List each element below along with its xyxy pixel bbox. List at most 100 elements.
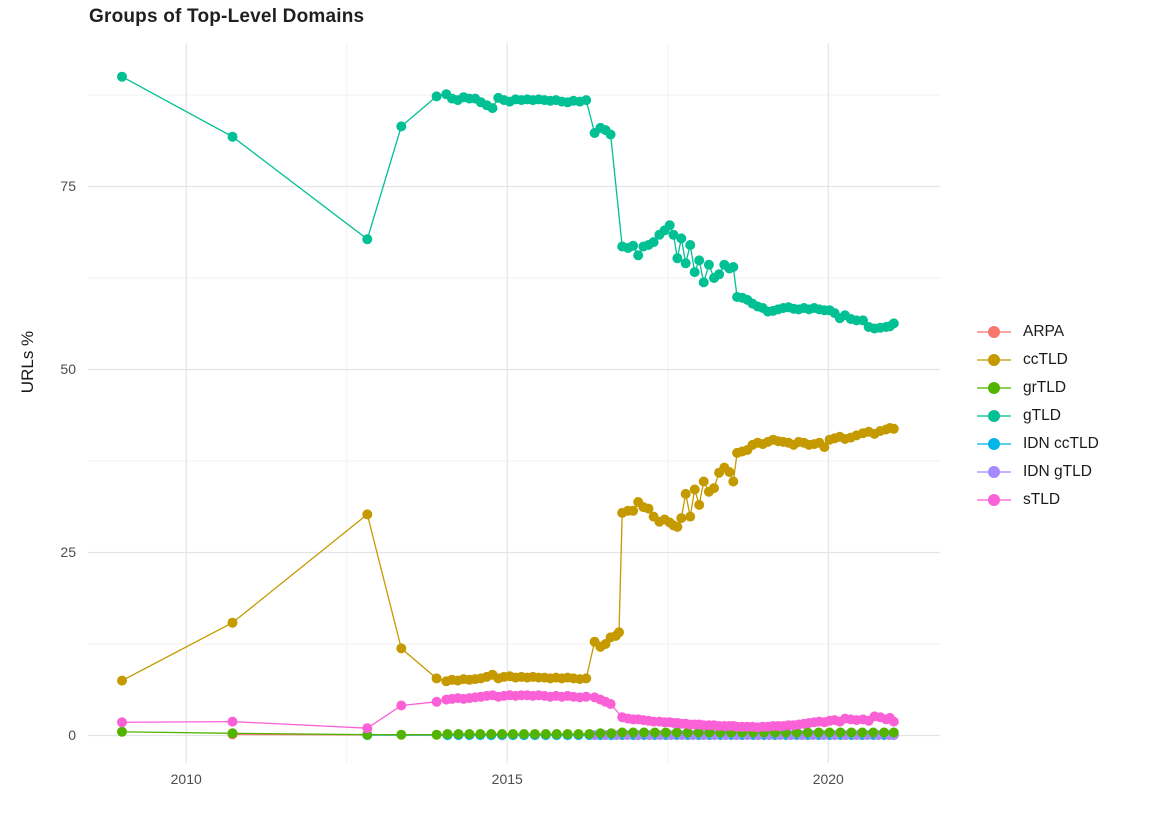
data-point-gtld [396,121,407,132]
data-point-grtld [475,729,486,739]
y-tick-label: 75 [60,178,76,195]
data-point-grtld [562,729,573,739]
legend-dot-icon [988,326,1000,338]
data-point-cctld [689,484,700,495]
legend-dot-icon [988,410,1000,422]
series-line-gtld [121,76,895,330]
legend-key-icon-arpa [977,325,1011,339]
x-tick-label: 2020 [812,771,844,787]
legend-dot-icon [988,494,1000,506]
legend-label: gTLD [1023,407,1061,424]
data-point-cctld [117,675,127,686]
data-point-gtld [689,267,700,278]
data-point-gtld [581,95,592,106]
legend-item-cctld: ccTLD [977,346,1099,374]
legend-key-icon-cctld [977,353,1011,367]
data-point-gtld [664,220,675,231]
data-point-cctld [396,643,407,654]
data-point-grtld [824,727,835,738]
data-point-grtld [431,729,442,740]
data-point-gtld [227,131,238,142]
data-point-gtld [672,253,683,264]
data-point-cctld [819,442,830,453]
legend-item-stld: sTLD [977,486,1099,514]
data-point-gtld [628,240,639,251]
series-line-cctld [121,427,894,682]
legend-dot-icon [988,438,1000,450]
data-point-grtld [649,727,660,738]
data-point-grtld [888,727,899,738]
data-point-gtld [362,234,373,245]
data-point-grtld [857,727,868,738]
data-point-stld [117,717,127,728]
data-point-stld [396,700,407,711]
legend-label: grTLD [1023,379,1067,396]
data-point-grtld [660,727,671,738]
y-tick-label: 25 [60,544,76,561]
data-point-grtld [540,729,551,739]
legend-key-icon-grtld [977,381,1011,395]
data-point-cctld [672,521,683,532]
data-point-grtld [639,727,649,738]
data-point-gtld [117,71,127,82]
legend-label: IDN gTLD [1023,463,1092,480]
data-point-gtld [698,277,709,288]
y-axis-title: URLs % [18,330,37,394]
data-point-gtld [680,258,691,269]
data-point-stld [227,716,238,727]
y-tick-label: 0 [68,727,76,744]
data-point-stld [888,716,899,727]
data-point-cctld [728,476,739,487]
legend-label: ccTLD [1023,351,1068,368]
data-point-stld [362,723,373,734]
data-point-stld [605,699,616,709]
data-point-gtld [728,262,739,272]
data-point-grtld [584,729,595,739]
data-point-grtld [227,728,238,739]
legend-dot-icon [988,354,1000,366]
data-point-grtld [802,727,813,738]
data-point-grtld [813,727,824,738]
data-point-grtld [519,729,529,739]
legend-key-icon-idn-gtld [977,465,1011,479]
chart-title: Groups of Top-Level Domains [89,6,365,27]
legend-dot-icon [988,466,1000,478]
data-point-grtld [628,727,639,738]
data-point-gtld [685,240,696,250]
data-point-grtld [617,727,628,738]
data-point-gtld [714,269,725,280]
data-point-grtld [606,728,617,739]
data-point-grtld [671,727,682,738]
legend-label: ARPA [1023,323,1065,340]
x-tick-label: 2010 [170,771,202,787]
data-point-stld [581,691,592,702]
data-point-cctld [628,505,639,516]
data-point-cctld [680,488,691,499]
legend-dot-icon [988,382,1000,394]
data-point-grtld [453,729,464,739]
data-point-gtld [648,237,659,248]
data-point-gtld [676,233,687,244]
data-point-grtld [508,729,518,739]
y-tick-label: 50 [60,361,76,378]
data-point-grtld [595,728,606,739]
data-point-grtld [879,727,890,738]
data-point-grtld [846,727,857,738]
data-point-cctld [724,467,735,477]
data-point-cctld [709,483,719,494]
data-point-cctld [685,511,696,522]
data-point-grtld [442,729,453,739]
legend-key-icon-stld [977,493,1011,507]
data-point-gtld [431,91,442,102]
data-point-cctld [676,513,687,524]
data-point-cctld [614,627,624,638]
data-point-grtld [868,727,879,738]
data-point-grtld [693,727,704,738]
data-point-grtld [682,727,693,738]
data-point-cctld [694,499,705,510]
data-point-grtld [551,729,562,739]
data-point-grtld [573,729,584,739]
data-point-gtld [633,250,644,261]
legend-item-idn-gtld: IDN gTLD [977,458,1099,486]
